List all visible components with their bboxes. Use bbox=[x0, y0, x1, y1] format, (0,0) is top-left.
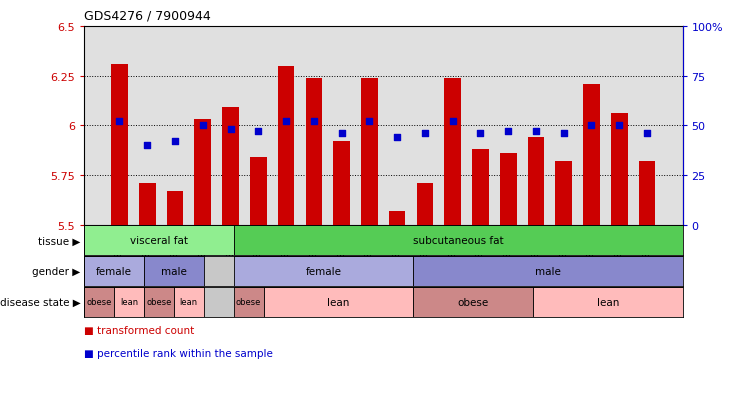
Text: female: female bbox=[96, 266, 132, 276]
Text: tissue ▶: tissue ▶ bbox=[38, 236, 80, 246]
Point bbox=[447, 119, 458, 125]
Bar bbox=[361, 78, 377, 225]
Point bbox=[280, 119, 292, 125]
Point bbox=[585, 123, 597, 129]
Bar bbox=[334, 142, 350, 225]
Bar bbox=[111, 64, 128, 225]
Text: obese: obese bbox=[86, 297, 112, 306]
Text: female: female bbox=[305, 266, 342, 276]
Point bbox=[253, 128, 264, 135]
Bar bbox=[234, 287, 264, 317]
Text: gender ▶: gender ▶ bbox=[32, 266, 80, 276]
Bar bbox=[413, 256, 683, 286]
Point bbox=[114, 119, 126, 125]
Text: ■ transformed count: ■ transformed count bbox=[84, 325, 194, 335]
Text: lean: lean bbox=[327, 297, 350, 307]
Bar bbox=[556, 161, 572, 225]
Text: male: male bbox=[161, 266, 187, 276]
Bar bbox=[139, 183, 155, 225]
Bar bbox=[277, 66, 294, 225]
Bar bbox=[194, 120, 211, 225]
Bar bbox=[500, 154, 517, 225]
Point bbox=[364, 119, 375, 125]
Point bbox=[558, 131, 569, 137]
Bar bbox=[389, 211, 405, 225]
Text: disease state ▶: disease state ▶ bbox=[0, 297, 80, 307]
Bar bbox=[144, 256, 204, 286]
Point bbox=[336, 131, 347, 137]
Bar bbox=[144, 287, 174, 317]
Text: lean: lean bbox=[180, 297, 198, 306]
Text: male: male bbox=[535, 266, 561, 276]
Bar bbox=[639, 161, 656, 225]
Bar bbox=[84, 287, 114, 317]
Bar bbox=[174, 287, 204, 317]
Point bbox=[391, 135, 403, 141]
Bar bbox=[166, 191, 183, 225]
Text: ■ percentile rank within the sample: ■ percentile rank within the sample bbox=[84, 348, 273, 358]
Point bbox=[502, 128, 514, 135]
Text: subcutaneous fat: subcutaneous fat bbox=[412, 236, 504, 246]
Bar bbox=[84, 226, 234, 256]
Bar bbox=[445, 78, 461, 225]
Bar bbox=[222, 108, 239, 225]
Bar bbox=[306, 78, 322, 225]
Point bbox=[197, 123, 209, 129]
Bar bbox=[234, 256, 413, 286]
Bar bbox=[583, 84, 600, 225]
Text: obese: obese bbox=[458, 297, 488, 307]
Point bbox=[419, 131, 431, 137]
Bar bbox=[84, 256, 144, 286]
Text: obese: obese bbox=[146, 297, 172, 306]
Text: lean: lean bbox=[120, 297, 138, 306]
Bar bbox=[611, 114, 628, 225]
Point bbox=[142, 142, 153, 149]
Bar bbox=[533, 287, 683, 317]
Point bbox=[169, 138, 181, 145]
Point bbox=[474, 131, 486, 137]
Bar bbox=[234, 226, 683, 256]
Point bbox=[530, 128, 542, 135]
Bar bbox=[472, 150, 489, 225]
Point bbox=[613, 123, 625, 129]
Text: lean: lean bbox=[596, 297, 619, 307]
Bar bbox=[264, 287, 413, 317]
Point bbox=[225, 127, 237, 133]
Bar bbox=[413, 287, 533, 317]
Text: GDS4276 / 7900944: GDS4276 / 7900944 bbox=[84, 10, 211, 23]
Bar bbox=[417, 183, 433, 225]
Text: visceral fat: visceral fat bbox=[130, 236, 188, 246]
Point bbox=[641, 131, 653, 137]
Bar bbox=[528, 138, 545, 225]
Point bbox=[308, 119, 320, 125]
Bar bbox=[250, 158, 266, 225]
Bar bbox=[114, 287, 144, 317]
Text: obese: obese bbox=[236, 297, 261, 306]
